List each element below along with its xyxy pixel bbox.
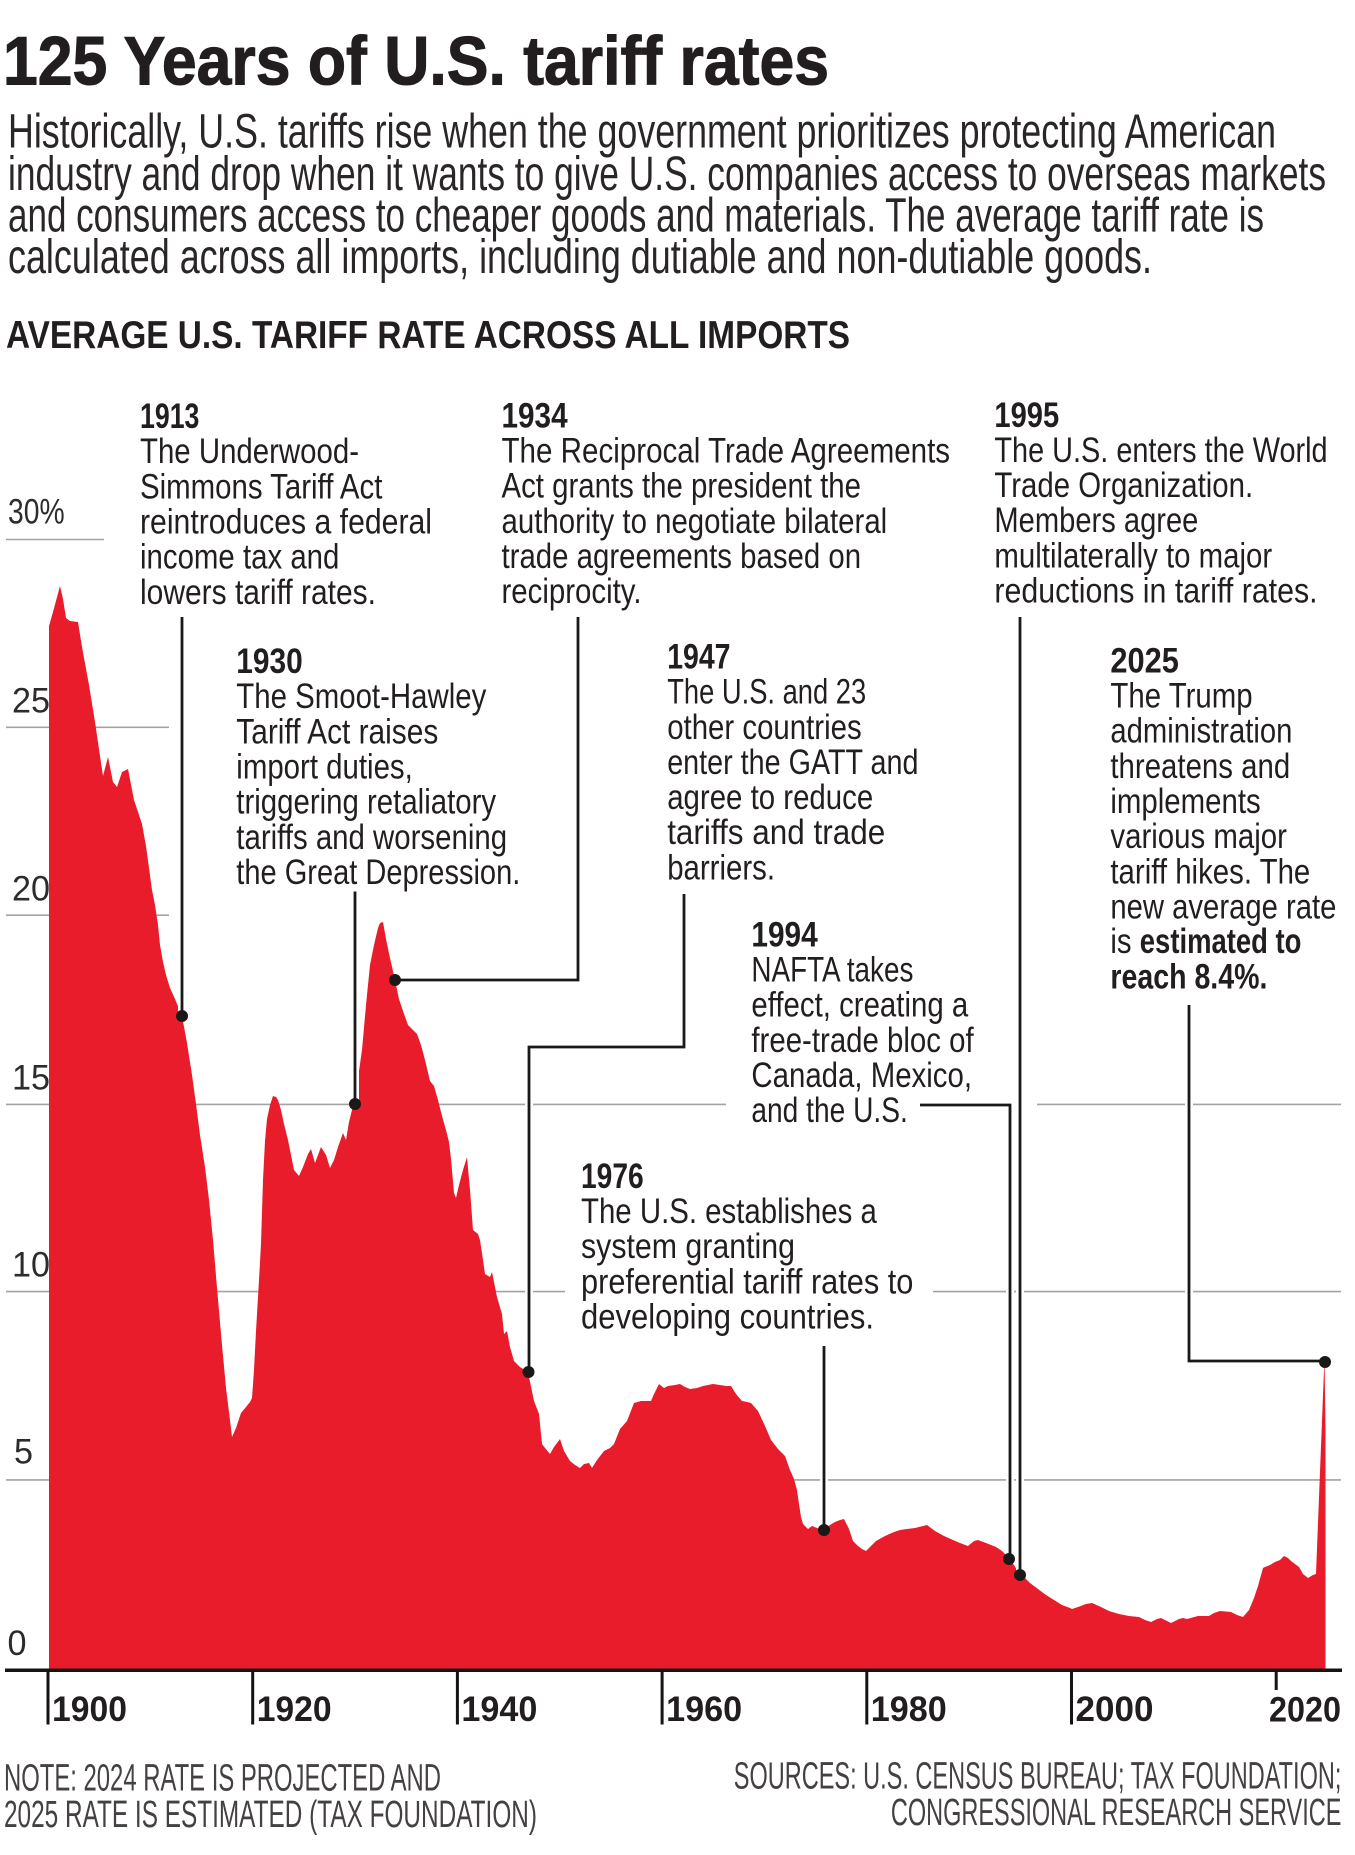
- svg-text:trade agreements based on: trade agreements based on: [502, 537, 862, 576]
- svg-text:The Smoot-Hawley: The Smoot-Hawley: [236, 677, 486, 716]
- svg-text:system granting: system granting: [581, 1227, 795, 1266]
- svg-text:developing countries.: developing countries.: [581, 1298, 874, 1337]
- svg-text:tariffs and trade: tariffs and trade: [667, 813, 885, 852]
- svg-text:1980: 1980: [871, 1690, 947, 1729]
- svg-text:preferential tariff rates to: preferential tariff rates to: [581, 1262, 913, 1301]
- svg-text:1934: 1934: [502, 396, 569, 435]
- svg-text:and the U.S.: and the U.S.: [751, 1091, 907, 1130]
- svg-text:threatens and: threatens and: [1110, 747, 1290, 786]
- svg-text:industry and drop when it want: industry and drop when it wants to give …: [8, 148, 1326, 201]
- svg-text:effect, creating a: effect, creating a: [751, 986, 968, 1025]
- svg-text:2020: 2020: [1269, 1691, 1341, 1730]
- svg-text:20: 20: [12, 870, 50, 909]
- svg-text:0: 0: [8, 1624, 27, 1663]
- svg-text:authority to negotiate bilater: authority to negotiate bilateral: [502, 502, 888, 541]
- svg-text:reductions in tariff rates.: reductions in tariff rates.: [994, 572, 1317, 611]
- svg-text:reintroduces a federal: reintroduces a federal: [140, 503, 432, 542]
- svg-text:5: 5: [14, 1433, 33, 1472]
- svg-text:is: is: [1110, 922, 1131, 961]
- svg-text:agree to reduce: agree to reduce: [667, 778, 873, 817]
- svg-text:1900: 1900: [52, 1690, 127, 1729]
- svg-text:AVERAGE U.S. TARIFF RATE ACROS: AVERAGE U.S. TARIFF RATE ACROSS ALL IMPO…: [6, 314, 850, 357]
- svg-text:The U.S. and 23: The U.S. and 23: [667, 673, 866, 712]
- svg-text:enter the GATT and: enter the GATT and: [667, 743, 918, 782]
- svg-text:other countries: other countries: [667, 708, 862, 747]
- svg-text:Simmons Tariff Act: Simmons Tariff Act: [140, 467, 383, 506]
- svg-text:The Reciprocal Trade Agreement: The Reciprocal Trade Agreements: [502, 431, 951, 470]
- svg-text:triggering retaliatory: triggering retaliatory: [236, 783, 496, 822]
- svg-text:125 Years of U.S. tariff rates: 125 Years of U.S. tariff rates: [3, 22, 829, 99]
- svg-text:The U.S. enters the World: The U.S. enters the World: [994, 431, 1327, 470]
- svg-text:barriers.: barriers.: [667, 848, 775, 887]
- svg-text:1976: 1976: [581, 1157, 644, 1196]
- svg-text:2000: 2000: [1076, 1690, 1154, 1729]
- svg-text:NAFTA takes: NAFTA takes: [751, 951, 913, 990]
- svg-text:30%: 30%: [8, 493, 65, 532]
- svg-text:Members agree: Members agree: [994, 501, 1198, 540]
- svg-text:tariff hikes. The: tariff hikes. The: [1110, 852, 1310, 891]
- svg-text:NOTE: 2024 RATE IS PROJECTED A: NOTE: 2024 RATE IS PROJECTED AND: [4, 1758, 441, 1800]
- svg-text:import duties,: import duties,: [236, 748, 412, 787]
- svg-text:1995: 1995: [994, 396, 1059, 435]
- svg-text:SOURCES: U.S. CENSUS BUREAU; T: SOURCES: U.S. CENSUS BUREAU; TAX FOUNDAT…: [734, 1756, 1342, 1798]
- svg-text:reach 8.4%.: reach 8.4%.: [1110, 957, 1267, 996]
- svg-text:multilaterally to major: multilaterally to major: [994, 536, 1272, 575]
- svg-text:and consumers access to cheape: and consumers access to cheaper goods an…: [8, 190, 1264, 243]
- svg-text:tariffs and worsening: tariffs and worsening: [236, 818, 507, 857]
- svg-text:1947: 1947: [667, 638, 730, 677]
- svg-text:10: 10: [12, 1246, 50, 1285]
- svg-text:income tax and: income tax and: [140, 538, 339, 577]
- svg-text:1913: 1913: [140, 397, 199, 436]
- svg-text:25: 25: [12, 682, 50, 721]
- svg-text:The U.S. establishes a: The U.S. establishes a: [581, 1192, 877, 1231]
- svg-text:2025: 2025: [1110, 641, 1179, 680]
- svg-text:estimated to: estimated to: [1140, 922, 1302, 961]
- svg-text:administration: administration: [1110, 712, 1292, 751]
- svg-text:The Trump: The Trump: [1110, 677, 1252, 716]
- svg-text:1940: 1940: [461, 1690, 537, 1729]
- svg-text:new average rate: new average rate: [1110, 887, 1336, 926]
- svg-text:the Great Depression.: the Great Depression.: [236, 853, 520, 892]
- svg-text:2025 RATE IS ESTIMATED (TAX FO: 2025 RATE IS ESTIMATED (TAX FOUNDATION): [4, 1794, 537, 1836]
- svg-text:free-trade bloc of: free-trade bloc of: [751, 1021, 974, 1060]
- svg-text:lowers tariff rates.: lowers tariff rates.: [140, 573, 376, 612]
- svg-text:15: 15: [12, 1059, 50, 1098]
- svg-text:reciprocity.: reciprocity.: [502, 572, 642, 611]
- svg-text:1994: 1994: [751, 915, 818, 954]
- svg-text:Historically, U.S. tariffs ris: Historically, U.S. tariffs rise when the…: [8, 106, 1276, 159]
- svg-text:Trade Organization.: Trade Organization.: [994, 466, 1253, 505]
- svg-text:various major: various major: [1110, 817, 1287, 856]
- svg-text:CONGRESSIONAL RESEARCH SERVICE: CONGRESSIONAL RESEARCH SERVICE: [891, 1792, 1342, 1834]
- svg-text:1960: 1960: [666, 1690, 742, 1729]
- svg-text:1930: 1930: [236, 642, 302, 681]
- svg-text:The Underwood-: The Underwood-: [140, 432, 359, 471]
- svg-text:implements: implements: [1110, 782, 1260, 821]
- svg-text:calculated across all imports,: calculated across all imports, including…: [8, 231, 1152, 284]
- svg-text:1920: 1920: [257, 1690, 332, 1729]
- svg-text:Canada, Mexico,: Canada, Mexico,: [751, 1056, 972, 1095]
- svg-text:Act grants the president the: Act grants the president the: [502, 467, 862, 506]
- svg-text:Tariff Act raises: Tariff Act raises: [236, 712, 438, 751]
